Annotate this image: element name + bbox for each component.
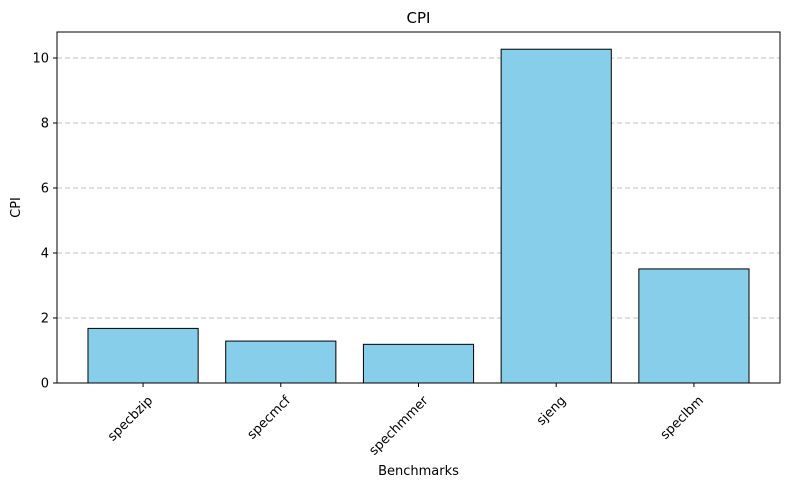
y-tick-label: 6 <box>41 182 49 197</box>
bar-specmcf <box>225 340 337 384</box>
x-tick-label: specbzip <box>105 393 156 444</box>
x-tick-label: spechmmer <box>366 393 432 459</box>
x-tick-label: specmcf <box>245 393 294 442</box>
bars-layer <box>87 48 750 384</box>
y-axis: 0 2 4 6 8 10 <box>32 52 57 392</box>
bar-spechmmer <box>362 343 475 384</box>
y-tick-label: 4 <box>41 247 49 262</box>
x-axis-title: Benchmarks <box>378 464 459 479</box>
y-tick-label: 2 <box>41 312 49 327</box>
y-tick-label: 8 <box>41 117 49 132</box>
bar-speclbm <box>638 268 750 384</box>
chart-title: CPI <box>407 9 431 27</box>
y-tick-label: 0 <box>41 377 49 392</box>
x-axis: specbzip specmcf spechmmer sjeng speclbm <box>105 383 707 459</box>
y-axis-title: CPI <box>9 197 24 218</box>
x-tick-label: speclbm <box>658 393 707 442</box>
bar-specbzip <box>87 327 199 384</box>
y-tick-label: 10 <box>32 52 49 67</box>
bar-sjeng <box>500 48 612 384</box>
x-tick-label: sjeng <box>534 393 569 428</box>
